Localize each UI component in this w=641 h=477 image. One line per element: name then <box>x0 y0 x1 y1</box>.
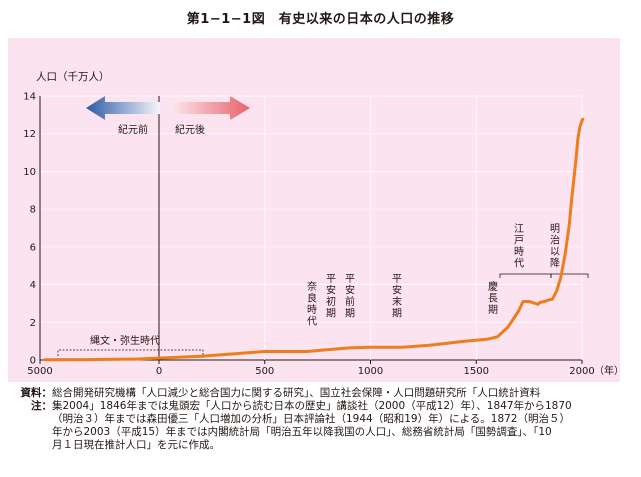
y-tick-label: 10 <box>23 167 36 178</box>
y-tick-label: 0 <box>30 356 36 367</box>
note-line: （明治３）年までは森田優三「人口増加の分析」日本評論社（1944（昭和19）年）… <box>10 413 632 426</box>
population-data-point <box>522 300 524 303</box>
note-text: （明治３）年までは森田優三「人口増加の分析」日本評論社（1944（昭和19）年）… <box>52 413 570 425</box>
period-label-keicho: 慶長期 <box>488 280 498 316</box>
population-data-point <box>581 118 584 121</box>
population-data-point <box>559 276 562 279</box>
note-text: 年から2003（平成15）年までは内閣統計局「明治五年以降我国の人口」、総務省統… <box>52 426 552 438</box>
population-data-point <box>543 300 546 303</box>
period-label-heian-early: 平安初期 <box>326 274 336 320</box>
note-line: 月１日現在推計人口」を元に作成。 <box>10 439 632 452</box>
note-text: 集2004」1846年までは鬼頭宏「人口から読む日本の歴史」講談社（2000（平… <box>52 400 572 412</box>
period-label-edo: 江戸時代 <box>514 223 524 270</box>
x-tick-label: 500 <box>255 366 274 377</box>
population-data-point <box>86 358 89 361</box>
source-notes: 資料：総合開発研究機構「人口減少と総合国力に関する研究」、国立社会保障・人口問題… <box>10 387 632 452</box>
population-data-point <box>537 303 539 306</box>
x-tick-label: 1500 <box>464 366 489 377</box>
population-data-point <box>134 358 137 360</box>
x-tick-label: 1000 <box>358 366 383 377</box>
population-data-point <box>581 119 583 122</box>
period-label-jomon-yayoi: 縄文・弥生時代 <box>90 334 160 347</box>
population-data-point <box>517 310 520 312</box>
population-data-point <box>263 350 266 353</box>
population-data-point <box>574 161 577 164</box>
population-data-point <box>534 302 537 305</box>
y-tick-label: 14 <box>23 92 36 103</box>
population-data-point <box>507 326 509 328</box>
population-data-point <box>578 126 581 128</box>
population-data-point <box>306 350 308 353</box>
note-line: 資料：総合開発研究機構「人口減少と総合国力に関する研究」、国立社会保障・人口問題… <box>10 387 632 400</box>
y-tick-label: 8 <box>30 205 36 216</box>
y-tick-label: 6 <box>30 242 36 253</box>
period-label-heian-former: 平安前期 <box>345 274 355 320</box>
x-tick-label: 5000 <box>27 366 52 377</box>
x-axis-unit: （年） <box>594 364 620 377</box>
y-tick-label: 4 <box>30 280 36 291</box>
population-data-point <box>485 338 488 341</box>
population-data-point <box>555 290 558 292</box>
population-data-point <box>548 298 551 301</box>
bc-label: 紀元前 <box>118 123 148 136</box>
population-data-point <box>401 346 404 349</box>
population-data-point <box>327 348 330 351</box>
population-data-point <box>551 298 554 300</box>
period-bracket-jomon <box>57 349 204 356</box>
period-label-nara: 奈良時代 <box>307 280 317 328</box>
y-tick-label: 2 <box>30 318 36 329</box>
bc-arrow-icon <box>86 96 160 120</box>
population-data-point <box>200 355 203 358</box>
population-data-point <box>568 223 571 226</box>
population-data-point <box>576 138 579 141</box>
population-data-point <box>348 347 351 349</box>
ad-label: 紀元後 <box>175 123 205 136</box>
period-bracket-edo <box>499 273 552 278</box>
note-text: 総合開発研究機構「人口減少と総合国力に関する研究」、国立社会保障・人口問題研究所… <box>52 387 541 399</box>
note-line: 注：集2004」1846年までは鬼頭宏「人口から読む日本の歴史」講談社（2000… <box>10 400 632 413</box>
note-text: 月１日現在推計人口」を元に作成。 <box>52 439 220 451</box>
population-data-point <box>43 358 46 361</box>
note-key: 注： <box>31 400 52 412</box>
period-bracket-meiji <box>550 273 589 278</box>
period-label-heian-late: 平安末期 <box>392 274 402 320</box>
y-tick-label: 12 <box>23 129 36 140</box>
x-tick-label: 0 <box>156 366 162 377</box>
note-key: 資料： <box>20 387 53 399</box>
y-axis-title: 人口（千万人） <box>36 71 110 83</box>
population-series-line <box>43 117 585 362</box>
population-data-point <box>570 200 573 203</box>
population-data-point <box>496 335 499 338</box>
population-data-point <box>369 346 372 349</box>
page-title: 第1−1−1図 有史以来の日本の人口の推移 <box>186 12 455 27</box>
population-data-point <box>538 301 541 304</box>
chart-panel: 人口（千万人） 0 2 4 6 8 10 12 14 5000 0 500 1000 1500 2000 （年… <box>8 38 620 382</box>
ad-arrow-icon <box>171 96 250 120</box>
population-data-point <box>572 181 575 184</box>
population-data-point <box>528 300 531 303</box>
population-data-point <box>554 293 556 296</box>
period-label-meiji: 明治以降 <box>550 223 560 270</box>
population-data-point <box>464 340 467 343</box>
population-data-point <box>564 253 566 256</box>
x-tick-label: 2000 <box>569 366 594 377</box>
population-data-point <box>428 344 431 347</box>
note-line: 年から2003（平成15）年までは内閣統計局「明治五年以降我国の人口」、総務省統… <box>10 426 632 439</box>
